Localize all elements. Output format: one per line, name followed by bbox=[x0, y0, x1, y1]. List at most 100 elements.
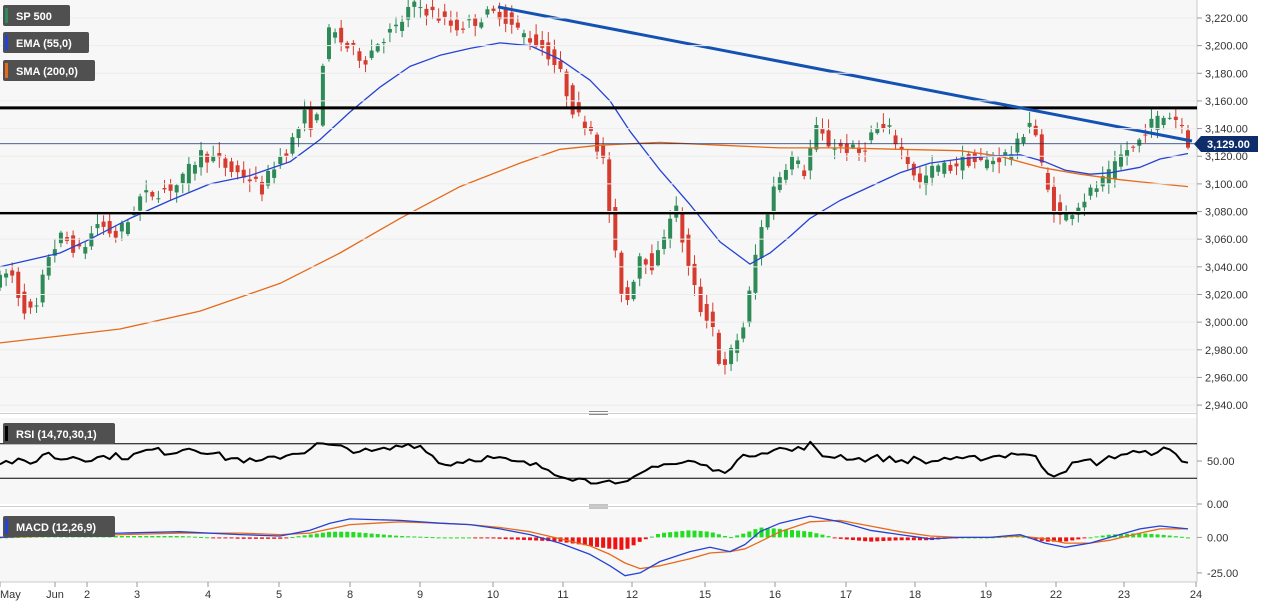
candle-body bbox=[211, 155, 216, 162]
macd-histogram-bar bbox=[595, 537, 600, 547]
time-axis-tick-label: 9 bbox=[417, 589, 423, 601]
legend-symbol[interactable]: SP 500 bbox=[3, 5, 70, 26]
candle-body bbox=[948, 164, 953, 171]
candle-body bbox=[735, 340, 740, 353]
candle-body bbox=[984, 159, 989, 169]
time-axis-tick-label: 4 bbox=[205, 589, 211, 601]
macd-histogram-bar bbox=[887, 537, 892, 541]
macd-histogram-bar bbox=[1039, 537, 1044, 541]
candle-body bbox=[28, 301, 33, 308]
candle-body bbox=[375, 44, 380, 52]
candle-body bbox=[1082, 201, 1087, 208]
candle-body bbox=[1179, 124, 1184, 127]
macd-histogram-bar bbox=[363, 533, 368, 538]
macd-histogram-bar bbox=[186, 536, 191, 538]
legend-sma[interactable]: SMA (200,0) bbox=[3, 60, 95, 81]
pane-resize-handle-icon[interactable] bbox=[589, 411, 608, 415]
macd-histogram-bar bbox=[491, 537, 496, 539]
candle-body bbox=[467, 19, 472, 21]
candle-body bbox=[302, 109, 307, 124]
candle-body bbox=[113, 230, 118, 238]
macd-histogram-bar bbox=[1179, 536, 1184, 538]
candle-body bbox=[771, 186, 776, 213]
last-price-badge: 3,129.00 bbox=[1194, 136, 1258, 152]
candle-body bbox=[534, 34, 539, 47]
macd-histogram-bar bbox=[217, 537, 222, 539]
axes-group: 3,220.00 3,200.00 3,180.00 3,160.00 3,140.00… bbox=[0, 13, 1248, 601]
macd-histogram-bar bbox=[290, 537, 295, 539]
candle-body bbox=[387, 28, 392, 33]
candle-body bbox=[46, 257, 51, 276]
candle-body bbox=[52, 249, 57, 256]
trendline[interactable] bbox=[497, 5, 1193, 143]
macd-histogram-bar bbox=[753, 529, 758, 538]
macd-histogram-bar bbox=[607, 537, 612, 549]
candle-body bbox=[1033, 125, 1038, 136]
candle-body bbox=[1058, 202, 1063, 215]
macd-histogram-bar bbox=[174, 535, 179, 538]
macd-histogram-bar bbox=[716, 534, 721, 538]
macd-histogram-bar bbox=[241, 537, 246, 539]
candle-body bbox=[899, 146, 904, 150]
macd-histogram-bar bbox=[814, 533, 819, 538]
macd-histogram-bar bbox=[1149, 533, 1154, 538]
candle-body bbox=[838, 142, 843, 147]
macd-histogram-bar bbox=[400, 536, 405, 538]
macd-histogram-bar bbox=[442, 537, 447, 539]
candle-body bbox=[0, 274, 2, 288]
candle-body bbox=[637, 256, 642, 279]
legend-rsi[interactable]: RSI (14,70,30,1) bbox=[3, 423, 115, 444]
time-axis-tick-label: 10 bbox=[487, 589, 499, 601]
legend-macd-text: MACD (12,26,9) bbox=[16, 522, 96, 534]
candle-body bbox=[296, 128, 301, 139]
macd-histogram-bar bbox=[771, 528, 776, 538]
candle-body bbox=[284, 153, 289, 157]
macd-histogram-bar bbox=[820, 534, 825, 538]
macd-histogram-bar bbox=[192, 536, 197, 538]
candle-body bbox=[10, 270, 15, 276]
candle-body bbox=[796, 160, 801, 164]
macd-histogram-bar bbox=[869, 537, 874, 542]
price-axis-tick-label: 3,120.00 bbox=[1205, 151, 1248, 163]
macd-histogram-bar bbox=[205, 537, 210, 539]
candle-body bbox=[497, 11, 502, 20]
macd-histogram-bar bbox=[1155, 534, 1160, 538]
candle-body bbox=[199, 150, 204, 168]
legend-macd[interactable]: MACD (12,26,9) bbox=[3, 516, 115, 537]
rsi-pane[interactable] bbox=[0, 418, 1197, 504]
macd-histogram-bar bbox=[521, 537, 526, 540]
candle-body bbox=[369, 50, 374, 58]
macd-axis-tick-label: 0.00 bbox=[1207, 532, 1228, 544]
macd-histogram-bar bbox=[1021, 536, 1026, 538]
candle-body bbox=[863, 150, 868, 152]
candle-body bbox=[461, 28, 466, 30]
macd-histogram-bar bbox=[235, 537, 240, 539]
macd-histogram-bar bbox=[729, 537, 734, 539]
candle-body bbox=[765, 214, 770, 228]
candle-body bbox=[418, 7, 423, 9]
macd-histogram-bar bbox=[808, 531, 813, 538]
macd-histogram-bar bbox=[917, 537, 922, 541]
candle-body bbox=[528, 38, 533, 43]
candle-body bbox=[680, 211, 685, 243]
time-axis-tick-label: May bbox=[0, 589, 21, 601]
macd-histogram-bar bbox=[1186, 537, 1190, 539]
candle-body bbox=[217, 153, 222, 158]
candle-body bbox=[491, 8, 496, 11]
candle-body bbox=[436, 17, 441, 21]
price-series-group bbox=[0, 0, 1197, 375]
candle-body bbox=[917, 173, 922, 182]
candle-body bbox=[278, 156, 283, 165]
candle-body bbox=[71, 235, 76, 253]
candle-body bbox=[138, 196, 143, 211]
candle-body bbox=[716, 332, 721, 364]
macd-histogram-bar bbox=[783, 529, 788, 538]
candle-body bbox=[485, 9, 490, 15]
candle-body bbox=[144, 190, 149, 193]
pane-resize-handle-icon[interactable] bbox=[589, 504, 608, 509]
legend-ema[interactable]: EMA (55,0) bbox=[3, 32, 89, 53]
candle-body bbox=[814, 125, 819, 150]
candle-body bbox=[272, 169, 277, 178]
price-pane[interactable] bbox=[0, 0, 1197, 412]
